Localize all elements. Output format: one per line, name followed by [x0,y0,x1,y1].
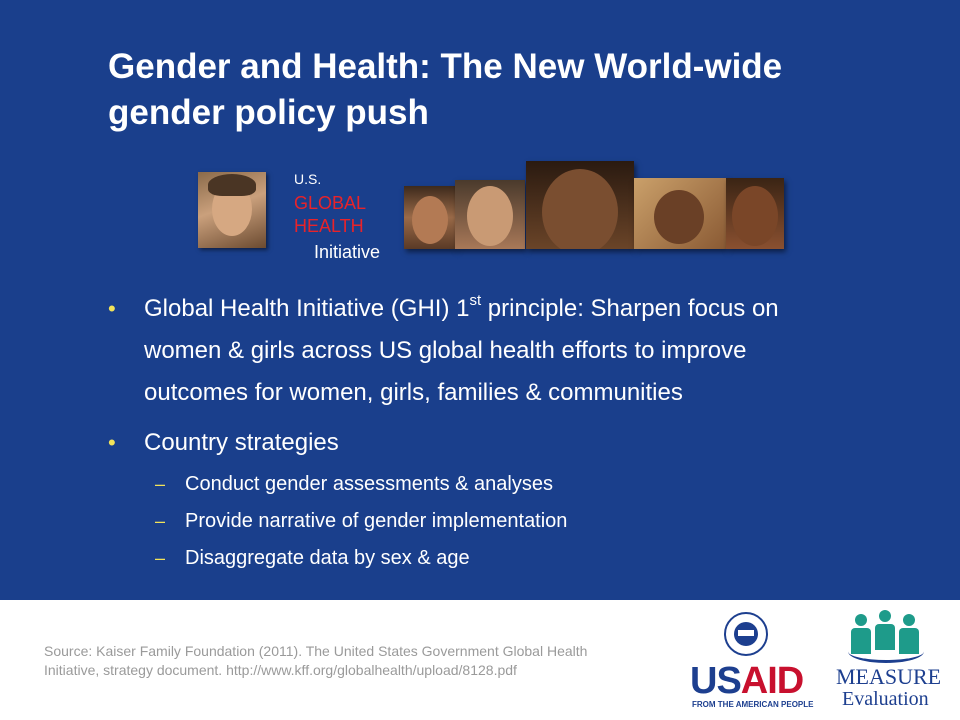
measure-evaluation-logo: MEASURE Evaluation [834,608,944,712]
bullet-1-line-2: women & girls across US global health ef… [144,337,747,364]
photo-laughing-girl [404,186,456,249]
usaid-tagline: FROM THE AMERICAN PEOPLE [692,700,814,709]
bullet-1-line-3: outcomes for women, girls, families & co… [144,379,683,406]
sub-bullet-text: Conduct gender assessments & analyses [185,473,553,495]
slide-title-line-2: gender policy push [108,93,429,132]
sub-bullet-item: – Disaggregate data by sex & age [108,540,928,577]
slide-title: Gender and Health: The New World-wide ge… [108,44,928,136]
usaid-logo: USAID FROM THE AMERICAN PEOPLE [688,608,814,712]
source-citation: Source: Kaiser Family Foundation (2011).… [44,642,684,680]
sub-bullet-dash-icon: – [155,511,166,531]
sub-bullet-item: – Provide narrative of gender implementa… [108,503,928,540]
ghi-logo-initiative: Initiative [314,242,381,262]
bullet-item-ghi-principle: • Global Health Initiative (GHI) 1st pri… [108,288,928,414]
sub-bullet-list: – Conduct gender assessments & analyses … [108,466,928,577]
measure-arc-icon [848,640,924,663]
boy-portrait-photo [198,172,266,248]
ghi-logo-global: GLOBAL [294,193,367,213]
bullet-1-text-b: principle: Sharpen focus on [481,295,779,322]
ghi-logo-global-health: GLOBAL HEALTH [294,192,366,238]
bullet-2-text: Country strategies [144,429,339,456]
sub-bullet-text: Disaggregate data by sex & age [185,547,470,569]
measure-evaluation-word: Evaluation [842,688,929,710]
sub-bullet-text: Provide narrative of gender implementati… [185,510,568,532]
ghi-logo-health: HEALTH [294,216,364,236]
bullet-1-superscript: st [469,292,482,309]
measure-wordmark: MEASURE [836,664,942,689]
photo-smiling-woman [455,180,525,249]
sub-bullet-item: – Conduct gender assessments & analyses [108,466,928,503]
usaid-wordmark: USAID [690,660,804,702]
photo-elder-woman [526,161,634,249]
bullet-list: • Global Health Initiative (GHI) 1st pri… [108,288,928,577]
slide-title-line-1: Gender and Health: The New World-wide [108,47,783,86]
ghi-logo-us: U.S. [294,171,322,187]
slide-background: Gender and Health: The New World-wide ge… [0,0,960,600]
bullet-1-text-a: Global Health Initiative (GHI) 1 [144,295,470,322]
bullet-item-country-strategies: • Country strategies [108,426,928,460]
bullet-dot-icon: • [108,430,116,455]
photo-young-woman [726,178,784,249]
sub-bullet-dash-icon: – [155,474,166,494]
sub-bullet-dash-icon: – [155,548,166,568]
source-line-1: Source: Kaiser Family Foundation (2011).… [44,643,588,659]
source-line-2: Initiative, strategy document. http://ww… [44,662,517,678]
photo-infant [634,178,726,249]
usaid-seal-icon [724,612,768,656]
bullet-dot-icon: • [108,296,116,321]
